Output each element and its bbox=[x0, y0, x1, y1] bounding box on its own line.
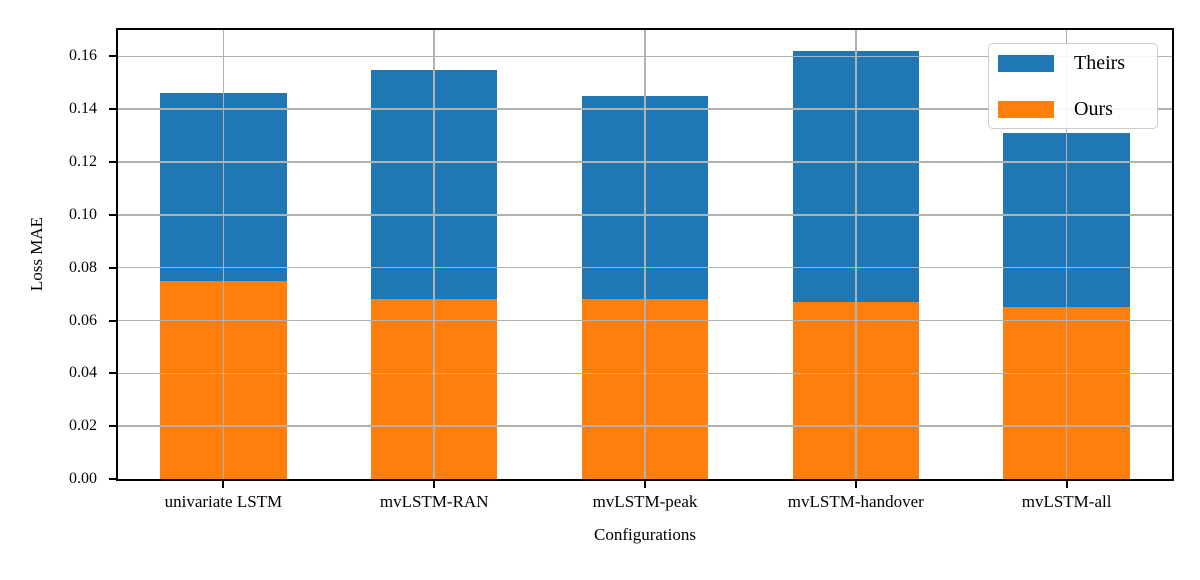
x-tick-label: mvLSTM-peak bbox=[592, 492, 698, 511]
gridline-vertical bbox=[1065, 30, 1068, 479]
legend-entry-ours: Ours bbox=[998, 99, 1147, 119]
x-tick-mark bbox=[1065, 481, 1068, 488]
gridline-vertical bbox=[644, 30, 646, 479]
y-tick-label: 0.08 bbox=[69, 258, 97, 276]
y-tick-label: 0.06 bbox=[69, 311, 97, 329]
y-tick-mark bbox=[109, 425, 117, 428]
x-tick-label: mvLSTM-RAN bbox=[379, 492, 489, 511]
x-axis-label: Configurations bbox=[594, 525, 696, 544]
legend: Theirs Ours bbox=[988, 43, 1158, 129]
gridline-vertical bbox=[433, 30, 435, 479]
legend-label-theirs: Theirs bbox=[1074, 52, 1126, 74]
y-tick-mark bbox=[109, 266, 117, 269]
x-tick-label: mvLSTM-all bbox=[1021, 492, 1112, 511]
y-tick-mark bbox=[109, 55, 117, 58]
legend-entry-theirs: Theirs bbox=[998, 53, 1147, 73]
y-tick-label: 0.00 bbox=[69, 470, 97, 487]
y-tick-mark bbox=[109, 161, 117, 164]
x-tick-mark bbox=[644, 481, 646, 488]
legend-swatch-ours bbox=[998, 100, 1054, 118]
gridline-vertical bbox=[855, 30, 857, 479]
y-tick-label: 0.14 bbox=[69, 100, 97, 118]
y-tick-label: 0.10 bbox=[69, 205, 97, 223]
y-tick-mark bbox=[109, 108, 117, 111]
plot-area: Theirs Ours bbox=[116, 28, 1174, 481]
x-tick-mark bbox=[854, 481, 857, 488]
legend-swatch-theirs bbox=[998, 54, 1054, 72]
y-tick-mark bbox=[109, 319, 117, 322]
x-tick-mark bbox=[222, 481, 225, 488]
y-tick-label: 0.16 bbox=[69, 47, 97, 65]
y-tick-label: 0.04 bbox=[69, 364, 97, 382]
y-tick-label: 0.12 bbox=[69, 153, 97, 171]
x-tick-mark bbox=[433, 481, 436, 488]
y-tick-mark bbox=[109, 213, 117, 216]
y-tick-mark bbox=[109, 372, 117, 375]
y-tick-label: 0.02 bbox=[69, 417, 97, 435]
x-tick-label: univariate LSTM bbox=[164, 492, 283, 511]
y-tick-mark bbox=[109, 478, 117, 480]
legend-label-ours: Ours bbox=[1074, 98, 1113, 120]
y-axis-label: Loss MAE bbox=[27, 216, 46, 292]
x-tick-label: mvLSTM-handover bbox=[787, 492, 924, 511]
gridline-vertical bbox=[222, 30, 225, 479]
